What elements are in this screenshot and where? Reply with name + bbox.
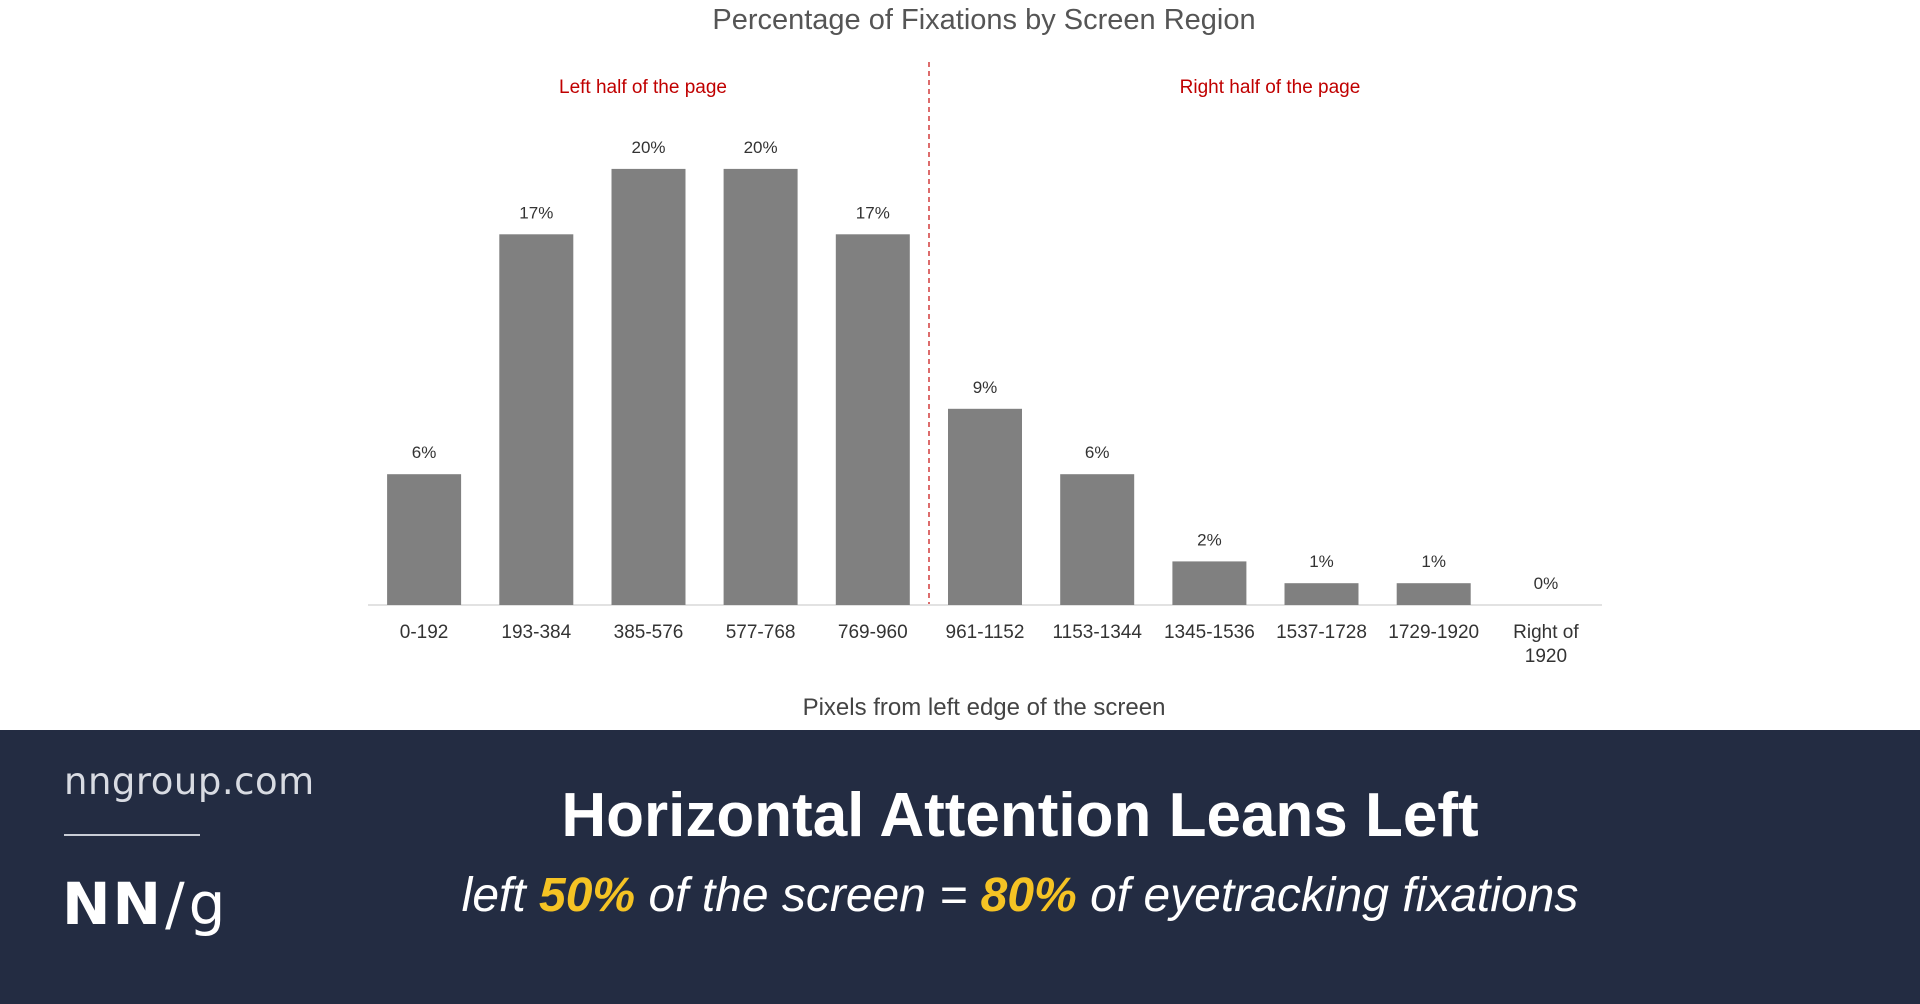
data-label: 0% bbox=[1534, 574, 1559, 593]
chart-area: Percentage of Fixations by Screen Region… bbox=[368, 4, 1602, 721]
category-label: 769-960 bbox=[838, 622, 908, 643]
left-half-label: Left half of the page bbox=[559, 77, 727, 98]
chart-title: Percentage of Fixations by Screen Region bbox=[712, 4, 1255, 36]
bar-193-384 bbox=[499, 234, 574, 606]
category-label: 1729-1920 bbox=[1388, 622, 1479, 643]
labels-group: 6% 0-192 17% 193-384 20% 385-576 20% 577-768 17%… bbox=[400, 138, 1580, 667]
logo-nn: NN bbox=[62, 870, 164, 938]
data-label: 20% bbox=[744, 138, 778, 157]
divider-rule bbox=[64, 834, 200, 836]
category-label: 1345-1536 bbox=[1164, 622, 1255, 643]
subline-highlight-80: 80% bbox=[980, 869, 1077, 922]
bar-1729-1920 bbox=[1396, 583, 1471, 605]
bars-group bbox=[387, 168, 1471, 606]
category-label: 1537-1728 bbox=[1276, 622, 1367, 643]
data-label: 20% bbox=[631, 138, 665, 157]
bar-0-192 bbox=[387, 474, 462, 605]
data-label: 9% bbox=[973, 378, 998, 397]
bar-577-768 bbox=[723, 168, 798, 605]
data-label: 1% bbox=[1309, 552, 1334, 571]
bar-1537-1728 bbox=[1284, 583, 1359, 605]
subline-highlight-50: 50% bbox=[539, 869, 636, 922]
bar-1153-1344 bbox=[1060, 474, 1135, 605]
data-label: 6% bbox=[1085, 443, 1110, 462]
category-label: 1153-1344 bbox=[1052, 622, 1142, 643]
category-label: Right of 1920 bbox=[1513, 622, 1579, 667]
logo-g: g bbox=[188, 870, 228, 938]
data-label: 17% bbox=[519, 203, 553, 222]
subline-part3: of eyetracking fixations bbox=[1076, 869, 1579, 922]
bar-961-1152 bbox=[948, 408, 1022, 605]
footer-banner: nngroup.com NN/g Horizontal Attention Le… bbox=[0, 730, 1920, 1004]
category-label: 385-576 bbox=[614, 622, 684, 643]
site-url: nngroup.com bbox=[64, 760, 315, 803]
logo-slash: / bbox=[165, 870, 187, 938]
bar-769-960 bbox=[835, 234, 910, 606]
data-label: 17% bbox=[856, 203, 890, 222]
category-label: 0-192 bbox=[400, 622, 449, 643]
x-axis-title: Pixels from left edge of the screen bbox=[803, 694, 1166, 721]
nng-logo: NN/g bbox=[62, 870, 227, 938]
data-label: 2% bbox=[1197, 530, 1222, 549]
data-label: 6% bbox=[412, 443, 437, 462]
headline: Horizontal Attention Leans Left bbox=[561, 781, 1479, 850]
category-label: 961-1152 bbox=[946, 622, 1025, 643]
bar-1345-1536 bbox=[1172, 561, 1247, 605]
right-half-label: Right half of the page bbox=[1180, 77, 1361, 98]
bar-chart: Percentage of Fixations by Screen Region… bbox=[368, 4, 1602, 721]
category-label: 577-768 bbox=[726, 622, 796, 643]
bar-385-576 bbox=[611, 168, 686, 605]
category-label: 193-384 bbox=[501, 622, 571, 643]
data-label: 1% bbox=[1421, 552, 1446, 571]
subline: left 50% of the screen = 80% of eyetrack… bbox=[0, 868, 1920, 923]
subline-part2: of the screen = bbox=[635, 869, 981, 922]
subline-part1: left bbox=[461, 869, 540, 922]
